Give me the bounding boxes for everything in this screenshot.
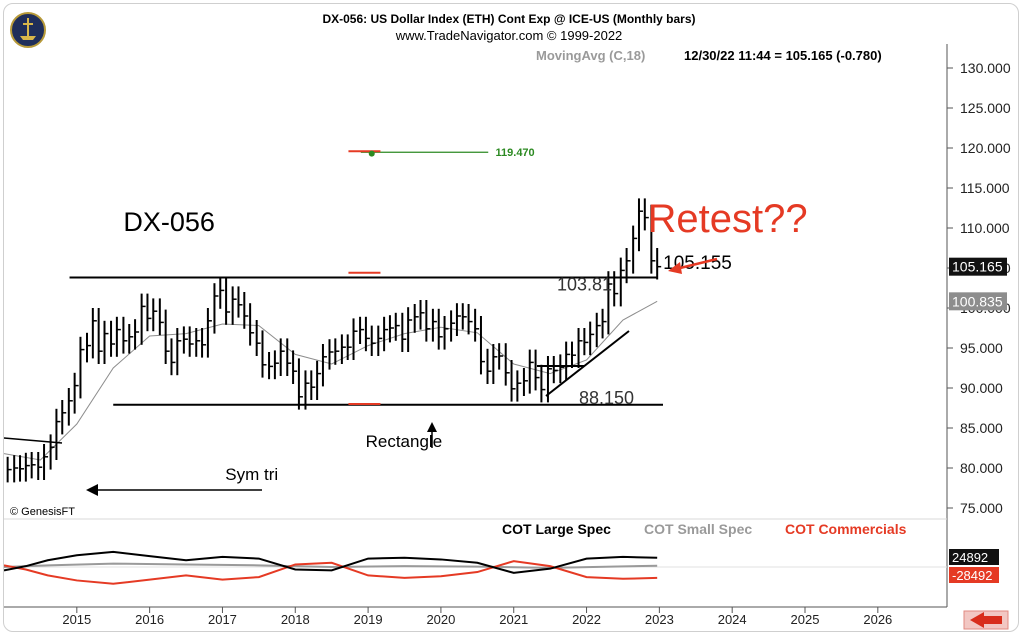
cot-panel [4,550,947,585]
y-tick-label: 90.000 [960,380,1003,396]
y-tick-label: 85.000 [960,420,1003,436]
last-bar-readout: 12/30/22 11:44 = 105.165 (-0.780) [684,48,882,63]
moving-average-label: MovingAvg (C,18) [536,48,645,63]
x-tick-label: 2023 [645,612,674,627]
x-tick-label: 2022 [572,612,601,627]
y-tick-label: 115.000 [960,180,1010,196]
x-axis: 2015 2016 2017 2018 2019 2020 2021 2022 2023 2024… [62,607,892,627]
cot-large-spec-line [4,550,658,574]
rising-channel-trend [545,330,630,397]
cot-commercials-tag [949,567,999,583]
chart-title: DX-056: US Dollar Index (ETH) Cont Exp @… [322,12,695,26]
annotation-text: Rectangle [366,432,443,451]
cot-commercials-tag-label: -28492 [952,568,992,583]
x-tick-label: 2015 [62,612,91,627]
retest-arrow [675,257,718,271]
x-tick-label: 2016 [135,612,164,627]
annotation-text: Retest?? [648,197,808,241]
cot-commercials-label: COT Commercials [785,521,907,537]
price-tags: 105.165 100.835 [949,257,1007,311]
y-tick-label: 80.000 [960,460,1003,476]
horizontal-levels: 119.470 [69,147,664,406]
level-label: 88.150 [579,388,634,408]
cot-tags: 24892 -28492 [949,549,999,583]
y-tick-label: 75.000 [960,500,1003,516]
y-tick-label: 120.000 [960,140,1011,156]
y-tick-label: 130.000 [960,60,1011,76]
y-axis: 130.000125.000120.000115.000110.000105.0… [947,60,1011,516]
y-tick-label: 110.000 [960,220,1010,236]
target-dot [368,150,375,157]
moving-average [4,300,658,461]
level-label: 103.81 [557,275,612,295]
cot-large-spec-tag-label: 24892 [952,550,988,565]
price-tag-box [949,257,1007,276]
price-chart: DX-056: US Dollar Index (ETH) Cont Exp @… [4,12,1011,630]
drawing-tools [4,257,718,496]
price-bars [6,198,662,483]
price-tag-label: 100.835 [952,293,1003,309]
x-tick-label: 2025 [791,612,820,627]
cot-large-spec-tag [949,549,999,565]
x-tick-label: 2024 [718,612,747,627]
y-tick-label: 125.000 [960,100,1011,116]
cot-legend: COT Large Spec COT Small Spec COT Commer… [502,521,907,537]
y-tick-label: 95.000 [960,340,1003,356]
x-tick-label: 2021 [499,612,528,627]
retest-arrowhead [668,262,682,274]
price-tag-box [949,292,1007,311]
red-left-arrow-icon[interactable] [963,610,1009,630]
cot-commercials-line [4,560,658,585]
rectangle-pointer-arrowhead [427,422,437,432]
target-level-label: 119.470 [496,147,535,159]
x-tick-label: 2018 [281,612,310,627]
sym-tri-arrowhead [86,484,98,496]
x-tick-label: 2020 [426,612,455,627]
chart-subtitle: www.TradeNavigator.com © 1999-2022 [395,28,623,43]
cot-small-spec-label: COT Small Spec [644,521,752,537]
annotation-text: Sym tri [225,465,278,484]
x-tick-label: 2017 [208,612,237,627]
copyright-label: © GenesisFT [10,506,75,518]
moving-average-line [4,300,658,461]
annotation-text: DX-056 [123,207,215,237]
cot-small-spec-line [4,562,658,569]
sym-tri-stub-line [4,437,63,444]
trade-navigator-logo [10,12,46,48]
cot-large-spec-label: COT Large Spec [502,521,611,537]
chart-frame: DX-056: US Dollar Index (ETH) Cont Exp @… [3,3,1019,632]
price-tag-label: 105.165 [952,259,1003,275]
x-tick-label: 2026 [863,612,892,627]
x-tick-label: 2019 [354,612,383,627]
